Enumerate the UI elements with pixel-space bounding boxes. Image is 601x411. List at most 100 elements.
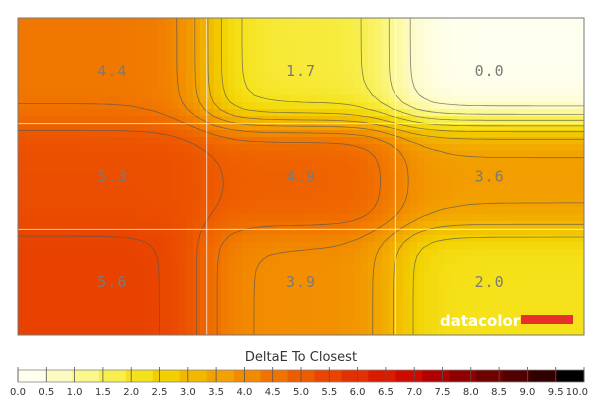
heat-tile bbox=[368, 291, 376, 299]
heat-tile bbox=[172, 144, 180, 152]
heat-tile bbox=[487, 81, 495, 89]
heat-tile bbox=[550, 256, 558, 264]
heat-tile bbox=[88, 305, 96, 313]
heat-tile bbox=[186, 39, 194, 47]
heat-tile bbox=[249, 207, 257, 215]
heat-tile bbox=[249, 242, 257, 250]
heat-tile bbox=[88, 242, 96, 250]
heat-tile bbox=[179, 186, 187, 194]
heat-tile bbox=[158, 242, 166, 250]
heat-tile bbox=[18, 305, 26, 313]
heat-tile bbox=[235, 242, 243, 250]
heat-tile bbox=[438, 214, 446, 222]
heat-tile bbox=[102, 158, 110, 166]
heat-tile bbox=[305, 242, 313, 250]
heat-tile bbox=[326, 333, 334, 335]
heat-tile bbox=[536, 228, 544, 236]
heat-tile bbox=[333, 46, 341, 54]
heat-tile bbox=[298, 60, 306, 68]
heat-tile bbox=[221, 291, 229, 299]
heat-tile bbox=[557, 284, 565, 292]
heat-tile bbox=[25, 326, 33, 334]
heat-tile bbox=[207, 207, 215, 215]
heat-tile bbox=[487, 312, 495, 320]
heat-tile bbox=[536, 172, 544, 180]
heat-tile bbox=[81, 270, 89, 278]
heat-tile bbox=[39, 158, 47, 166]
heat-tile bbox=[480, 116, 488, 124]
heat-tile bbox=[277, 81, 285, 89]
heat-tile bbox=[102, 32, 110, 40]
heat-tile bbox=[459, 270, 467, 278]
heat-tile bbox=[459, 46, 467, 54]
heat-tile bbox=[543, 200, 551, 208]
heat-tile bbox=[74, 46, 82, 54]
heat-tile bbox=[473, 263, 481, 271]
heat-tile bbox=[46, 214, 54, 222]
heat-tile bbox=[354, 291, 362, 299]
heat-tile bbox=[74, 207, 82, 215]
heat-tile bbox=[158, 165, 166, 173]
heat-tile bbox=[529, 305, 537, 313]
heat-tile bbox=[536, 263, 544, 271]
heat-tile bbox=[60, 305, 68, 313]
heat-tile bbox=[564, 67, 572, 75]
heat-tile bbox=[361, 249, 369, 257]
heat-tile bbox=[417, 305, 425, 313]
heat-tile bbox=[480, 270, 488, 278]
heat-tile bbox=[557, 74, 565, 82]
heat-tile bbox=[95, 172, 103, 180]
heat-tile bbox=[270, 137, 278, 145]
heat-tile bbox=[382, 88, 390, 96]
heat-tile bbox=[165, 53, 173, 61]
contour-line bbox=[176, 18, 409, 335]
heat-tile bbox=[522, 25, 530, 33]
heat-tile bbox=[396, 319, 404, 327]
heat-tile bbox=[305, 18, 313, 26]
datacolor-logo: datacolor bbox=[440, 312, 573, 330]
heat-tile bbox=[305, 130, 313, 138]
heat-tile bbox=[67, 312, 75, 320]
colorbar-tick-label: 4.5 bbox=[265, 387, 281, 398]
heat-tile bbox=[564, 144, 572, 152]
heat-tile bbox=[235, 179, 243, 187]
heat-tile bbox=[277, 277, 285, 285]
heat-tile bbox=[445, 284, 453, 292]
heat-tile bbox=[137, 186, 145, 194]
heat-tile bbox=[74, 81, 82, 89]
heat-tile bbox=[18, 298, 26, 306]
heat-tile bbox=[179, 165, 187, 173]
heat-tile bbox=[340, 74, 348, 82]
heat-tile bbox=[277, 46, 285, 54]
heat-tile bbox=[95, 214, 103, 222]
heat-tile bbox=[144, 228, 152, 236]
heat-tile bbox=[172, 263, 180, 271]
heat-tile bbox=[53, 284, 61, 292]
heat-tile bbox=[501, 165, 509, 173]
heat-tile bbox=[130, 214, 138, 222]
heat-tile bbox=[515, 221, 523, 229]
heat-tile bbox=[333, 249, 341, 257]
heat-tile bbox=[508, 172, 516, 180]
heat-tile bbox=[445, 186, 453, 194]
heat-tile bbox=[452, 291, 460, 299]
heat-tile bbox=[578, 249, 584, 257]
contour-line bbox=[241, 18, 584, 127]
heat-tile bbox=[130, 319, 138, 327]
heat-tile bbox=[543, 81, 551, 89]
heat-tile bbox=[466, 249, 474, 257]
heat-tile bbox=[459, 130, 467, 138]
heat-tile bbox=[158, 284, 166, 292]
heat-tile bbox=[200, 144, 208, 152]
heat-tile bbox=[396, 60, 404, 68]
heat-tile bbox=[95, 179, 103, 187]
heat-tile bbox=[543, 123, 551, 131]
heat-tile bbox=[32, 193, 40, 201]
heat-tile bbox=[459, 74, 467, 82]
heat-tile bbox=[375, 270, 383, 278]
heat-tile bbox=[221, 200, 229, 208]
heat-tile bbox=[431, 165, 439, 173]
heat-tile bbox=[25, 221, 33, 229]
heat-tile bbox=[543, 305, 551, 313]
heat-tile bbox=[403, 291, 411, 299]
